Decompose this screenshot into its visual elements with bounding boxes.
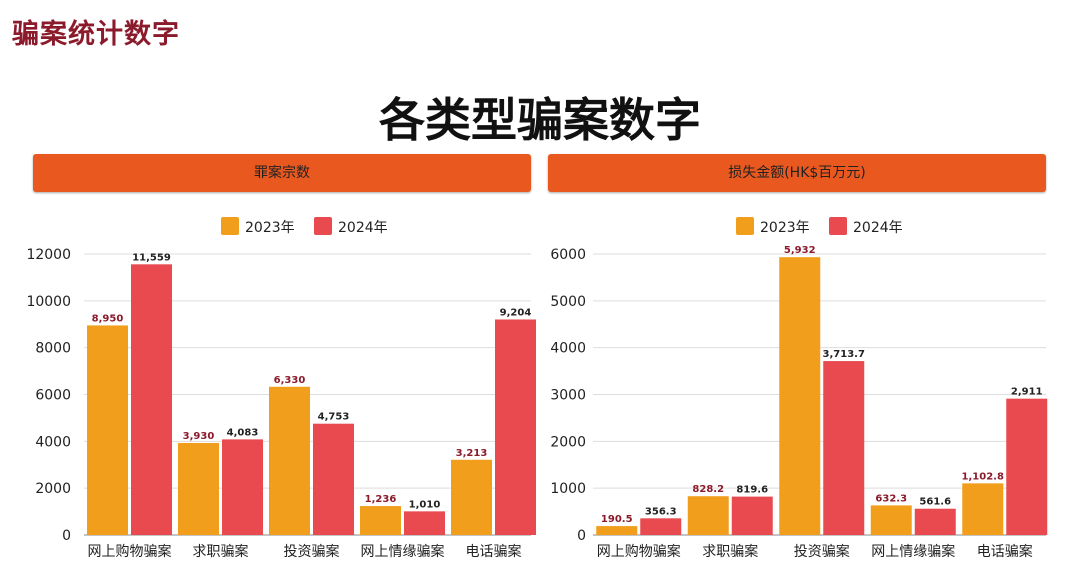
bar bbox=[404, 511, 445, 535]
data-label: 2,911 bbox=[1011, 387, 1043, 398]
data-label: 4,753 bbox=[318, 412, 350, 423]
legend-swatch bbox=[314, 217, 332, 235]
data-label: 828.2 bbox=[692, 484, 724, 495]
x-tick-label: 网上情缘骗案 bbox=[871, 543, 955, 560]
bar bbox=[313, 423, 354, 535]
bar bbox=[779, 257, 821, 535]
data-label: 356.3 bbox=[645, 506, 677, 517]
chart-header-cases: 罪案宗数 bbox=[33, 154, 531, 192]
legend-label: 2024年 bbox=[853, 220, 903, 236]
legend-swatch bbox=[829, 217, 847, 235]
legend-label: 2023年 bbox=[760, 220, 810, 236]
data-label: 6,330 bbox=[274, 375, 306, 386]
bar bbox=[914, 508, 956, 535]
x-tick-label: 求职骗案 bbox=[702, 543, 758, 560]
x-tick-label: 网上购物骗案 bbox=[597, 543, 681, 560]
y-tick-label: 12000 bbox=[26, 247, 71, 263]
data-label: 190.5 bbox=[601, 514, 633, 525]
y-tick-label: 8000 bbox=[35, 341, 71, 357]
y-tick-label: 5000 bbox=[550, 294, 586, 310]
x-tick-label: 电话骗案 bbox=[977, 543, 1033, 560]
bar bbox=[131, 264, 172, 535]
legend-label: 2024年 bbox=[338, 220, 388, 236]
y-tick-label: 6000 bbox=[35, 388, 71, 404]
y-tick-label: 0 bbox=[577, 528, 586, 544]
x-tick-label: 求职骗案 bbox=[193, 543, 249, 560]
legend-swatch bbox=[736, 217, 754, 235]
y-tick-label: 2000 bbox=[35, 481, 71, 497]
bar bbox=[269, 386, 310, 535]
bar bbox=[87, 325, 128, 535]
x-tick-label: 网上购物骗案 bbox=[88, 543, 172, 560]
data-label: 8,950 bbox=[92, 313, 124, 324]
y-tick-label: 0 bbox=[62, 528, 71, 544]
bar bbox=[360, 506, 401, 535]
x-tick-label: 投资骗案 bbox=[794, 543, 850, 560]
data-label: 3,213 bbox=[456, 448, 488, 459]
data-label: 1,236 bbox=[365, 494, 397, 505]
data-label: 632.3 bbox=[875, 493, 907, 504]
y-tick-label: 3000 bbox=[550, 388, 586, 404]
bar bbox=[1006, 398, 1048, 535]
y-tick-label: 4000 bbox=[550, 341, 586, 357]
bar bbox=[222, 439, 263, 535]
main-title: 各类型骗案数字 bbox=[379, 93, 701, 147]
data-label: 11,559 bbox=[132, 252, 171, 263]
y-tick-label: 1000 bbox=[550, 481, 586, 497]
data-label: 561.6 bbox=[919, 497, 951, 508]
data-label: 5,932 bbox=[784, 245, 816, 256]
data-label: 9,204 bbox=[500, 307, 532, 318]
data-label: 1,010 bbox=[409, 499, 441, 510]
data-label: 3,930 bbox=[183, 431, 215, 442]
data-label: 1,102.8 bbox=[962, 471, 1004, 482]
chart-panel-losses: 0 1000 2000 3000 4000 5000 6000 2023年 2024年 190.5… bbox=[548, 154, 1048, 574]
data-label: 4,083 bbox=[227, 427, 259, 438]
bar bbox=[495, 319, 536, 535]
bar bbox=[823, 361, 865, 535]
x-tick-label: 网上情缘骗案 bbox=[361, 543, 445, 560]
legend-swatch bbox=[221, 217, 239, 235]
chart-panel-cases: 0 2000 4000 6000 8000 10000 12000 2023年 2024年 8,9… bbox=[26, 154, 536, 574]
x-tick-label: 电话骗案 bbox=[466, 543, 522, 560]
bar bbox=[451, 459, 492, 535]
bar bbox=[687, 496, 729, 535]
data-label: 3,713.7 bbox=[823, 349, 865, 360]
y-tick-label: 10000 bbox=[26, 294, 71, 310]
data-label: 819.6 bbox=[736, 485, 768, 496]
y-tick-label: 4000 bbox=[35, 434, 71, 450]
y-tick-label: 2000 bbox=[550, 434, 586, 450]
chart-cases: 0 2000 4000 6000 8000 10000 12000 2023年 2024年 8,9… bbox=[26, 217, 536, 560]
bar bbox=[731, 496, 773, 535]
legend-label: 2023年 bbox=[245, 220, 295, 236]
bar bbox=[640, 518, 682, 535]
chart-losses: 0 1000 2000 3000 4000 5000 6000 2023年 2024年 190.5… bbox=[550, 217, 1048, 560]
x-tick-label: 投资骗案 bbox=[284, 543, 340, 560]
chart-header-losses: 损失金额(HK$百万元) bbox=[548, 154, 1046, 192]
bar bbox=[962, 483, 1004, 535]
bar bbox=[870, 505, 912, 535]
y-tick-label: 6000 bbox=[550, 247, 586, 263]
bar bbox=[596, 526, 638, 535]
bar bbox=[178, 442, 219, 535]
slide-title: 骗案统计数字 bbox=[12, 19, 180, 50]
